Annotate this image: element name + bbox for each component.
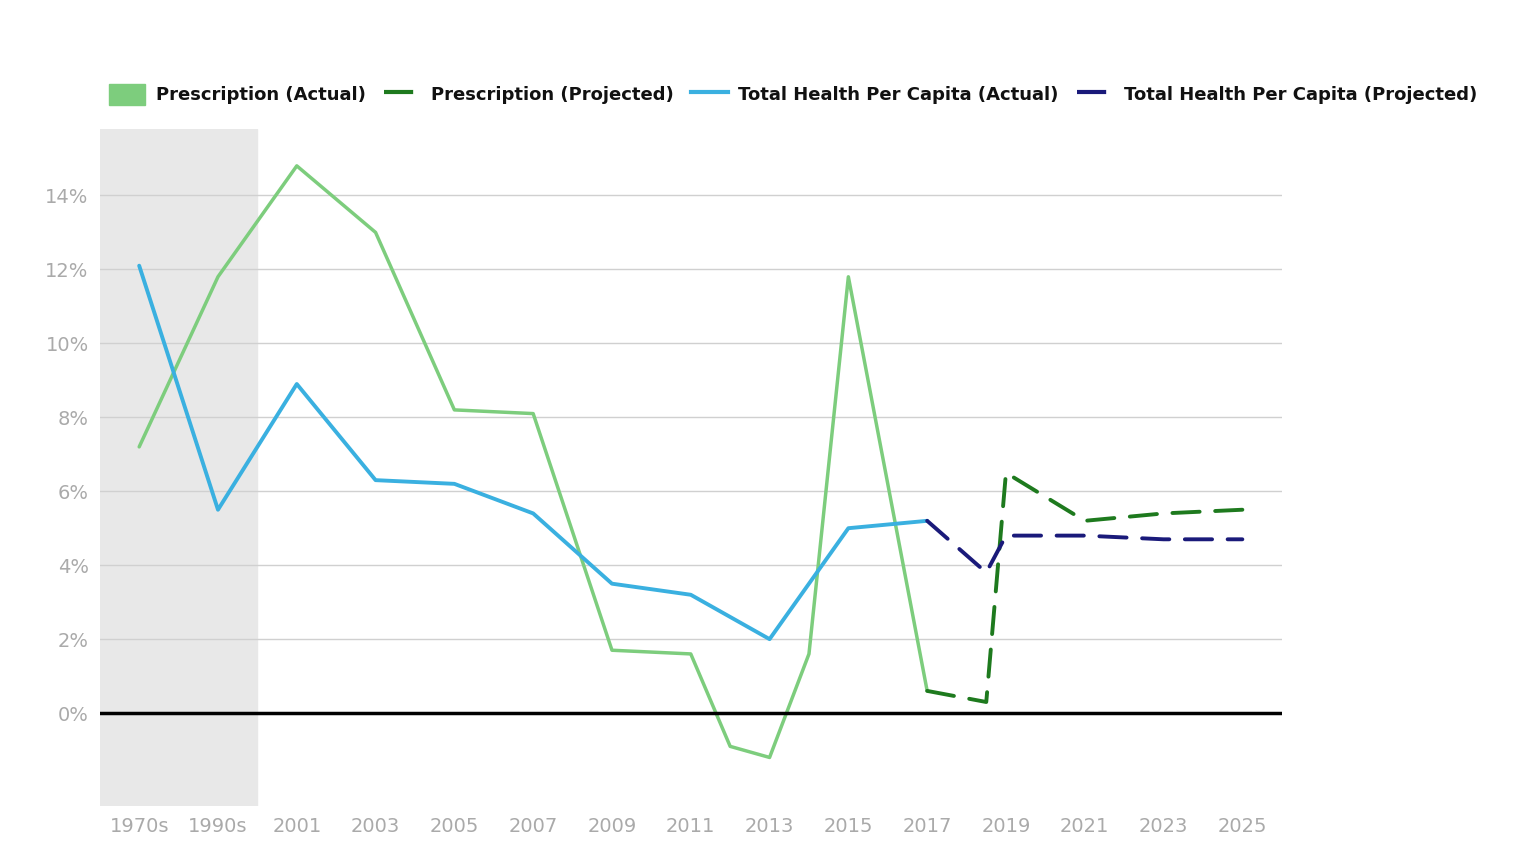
Legend: Prescription (Actual), Prescription (Projected), Total Health Per Capita (Actual: Prescription (Actual), Prescription (Pro… (109, 84, 1477, 105)
Bar (100, 128, 258, 806)
